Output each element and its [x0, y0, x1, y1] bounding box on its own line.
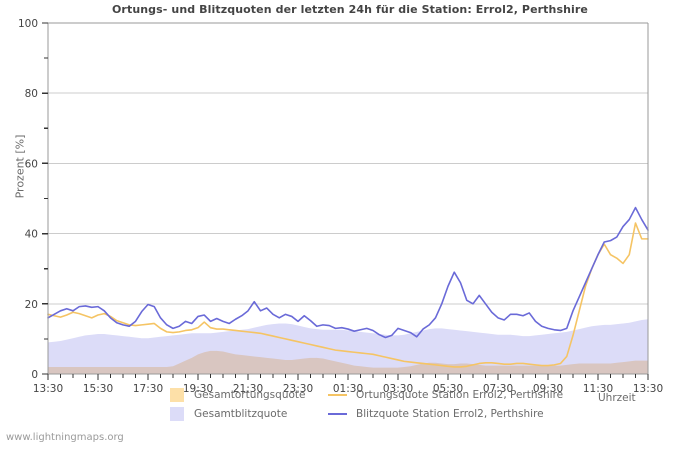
legend: Gesamtortungsquote Gesamtblitzquote Ortu…	[0, 386, 700, 428]
gridlines	[48, 22, 648, 305]
svg-text:21:30: 21:30	[233, 383, 263, 395]
legend-label-ortungsquote-station: Ortungsquote Station Errol2, Perthshire	[356, 389, 564, 401]
plot-area: 0 20 40 60 80 100 13:30 15:30 17:30 19:30 21:30 23:…	[18, 18, 663, 395]
legend-swatch-blitzquote-station	[328, 413, 347, 415]
svg-text:40: 40	[25, 229, 38, 241]
svg-text:20: 20	[25, 299, 38, 311]
area-series-group	[48, 319, 648, 374]
x-axis-label: Uhrzeit	[598, 392, 636, 404]
legend-item-gesamtblitzquote: Gesamtblitzquote	[170, 405, 287, 423]
legend-item-blitzquote-station: Blitzquote Station Errol2, Perthshire	[328, 405, 544, 423]
svg-text:80: 80	[25, 88, 38, 100]
legend-label-gesamtortungsquote: Gesamtortungsquote	[194, 389, 306, 401]
svg-text:05:30: 05:30	[433, 383, 463, 395]
svg-text:60: 60	[25, 158, 38, 170]
site-footer: www.lightningmaps.org	[6, 432, 124, 443]
tick-labels: 0 20 40 60 80 100 13:30 15:30 17:30 19:30 21:30 23:…	[18, 18, 663, 395]
svg-text:23:30: 23:30	[283, 383, 313, 395]
svg-text:09:30: 09:30	[533, 383, 563, 395]
legend-swatch-ortungsquote-station	[328, 394, 347, 396]
svg-text:17:30: 17:30	[133, 383, 163, 395]
page-title: Ortungs- und Blitzquoten der letzten 24h…	[111, 3, 588, 16]
svg-text:100: 100	[18, 18, 38, 30]
svg-text:03:30: 03:30	[383, 383, 413, 395]
svg-text:15:30: 15:30	[83, 383, 113, 395]
svg-text:19:30: 19:30	[183, 383, 213, 395]
svg-text:01:30: 01:30	[333, 383, 363, 395]
legend-label-blitzquote-station: Blitzquote Station Errol2, Perthshire	[356, 408, 544, 420]
svg-text:07:30: 07:30	[483, 383, 513, 395]
svg-text:11:30: 11:30	[583, 383, 613, 395]
svg-text:0: 0	[31, 369, 38, 381]
legend-swatch-gesamtblitzquote	[170, 407, 184, 421]
svg-text:13:30: 13:30	[33, 383, 63, 395]
svg-text:13:30: 13:30	[633, 383, 663, 395]
legend-label-gesamtblitzquote: Gesamtblitzquote	[194, 408, 288, 420]
legend-swatch-gesamtortungsquote	[170, 388, 184, 402]
legend-item-ortungsquote-station: Ortungsquote Station Errol2, Perthshire	[328, 386, 563, 404]
line-series-group	[47, 206, 649, 368]
axis-frame	[42, 22, 649, 380]
legend-item-gesamtortungsquote: Gesamtortungsquote	[170, 386, 305, 404]
